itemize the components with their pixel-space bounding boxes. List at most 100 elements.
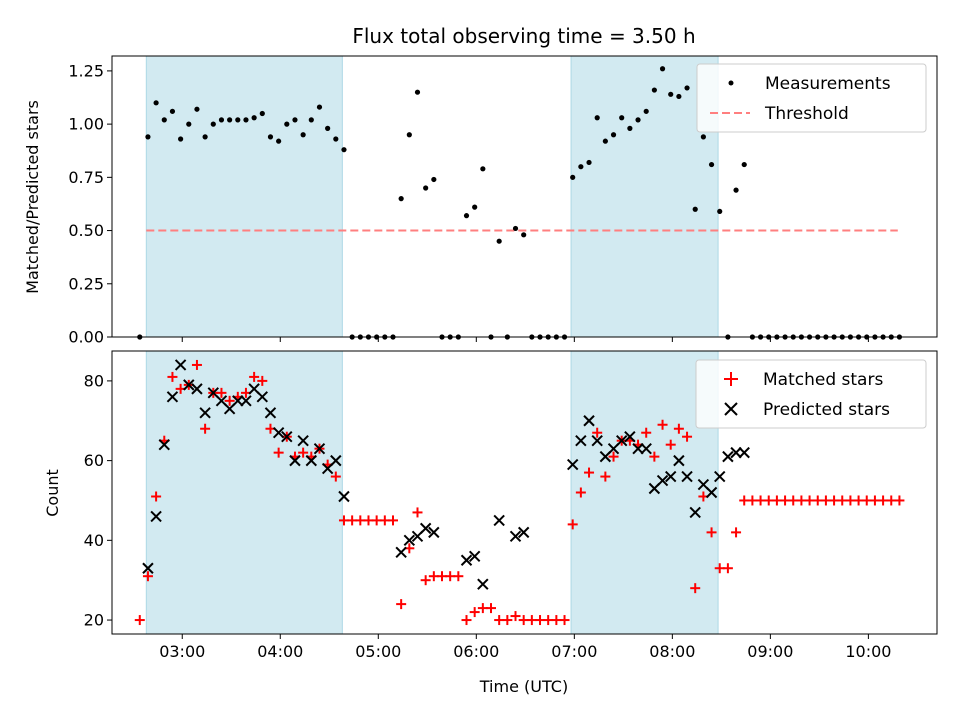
- predicted-star-point: [738, 446, 750, 459]
- predicted-star-point: [166, 391, 179, 403]
- count-legend-box: [695, 359, 927, 429]
- matched-star-point: [682, 431, 693, 442]
- matched-star-point: [673, 423, 684, 434]
- measurement-point: [210, 121, 216, 127]
- matched-star-point: [722, 563, 733, 574]
- x-tick-label: 08:00: [649, 642, 695, 661]
- measurement-point: [496, 238, 502, 244]
- measurement-point: [676, 93, 682, 100]
- predicted-star-point: [313, 442, 326, 455]
- measurement-point: [145, 134, 151, 140]
- ratio-panel-y-label: Matched/Predicted stars: [23, 100, 42, 294]
- predicted-star-point: [673, 454, 685, 467]
- measurement-point: [178, 136, 184, 142]
- matched-star-point: [510, 611, 521, 622]
- matched-star-point: [592, 427, 603, 438]
- predicted-star-point: [158, 438, 170, 451]
- measurement-point: [431, 176, 437, 183]
- predicted-star-point: [142, 562, 154, 574]
- ratio-panel-y-ticks: 0.00 0.25 0.50 0.75 1.00 1.25: [68, 61, 112, 347]
- matched-star-point: [502, 615, 513, 626]
- ratio-y-tick-label: 0.50: [68, 221, 104, 240]
- ratio-panel: 0.00 0.25 0.50 0.75 1.00 1.25 Matched/Predict…: [23, 55, 938, 347]
- matched-star-point: [167, 371, 178, 382]
- measurement-point: [692, 206, 698, 212]
- measurement-point: [512, 225, 519, 232]
- matched-star-point: [453, 571, 464, 582]
- measurement-point: [227, 117, 233, 123]
- x-axis-label: Time (UTC): [479, 677, 568, 696]
- predicted-star-point: [183, 379, 195, 391]
- measurement-point: [472, 204, 478, 210]
- measurement-point: [243, 117, 249, 123]
- matched-star-point: [731, 527, 742, 538]
- matched-star-point: [142, 571, 153, 582]
- count-panel-y-label: Count: [43, 469, 62, 517]
- matched-star-point: [649, 451, 660, 462]
- predicted-star-point: [305, 454, 318, 467]
- predicted-star-point: [403, 534, 416, 547]
- predicted-star-point: [297, 434, 309, 447]
- measurement-point: [635, 117, 641, 123]
- matched-star-point: [575, 487, 586, 498]
- predicted-star-point: [330, 454, 342, 467]
- predicted-star-point: [575, 434, 587, 447]
- matched-star-point: [412, 507, 423, 518]
- x-tick-label: 07:00: [551, 642, 597, 661]
- ratio-panel-legend: Measurements Threshold: [696, 63, 927, 133]
- measurement-point: [169, 108, 176, 114]
- measurement-point: [414, 89, 421, 95]
- measurement-point: [194, 106, 200, 112]
- measurement-point: [651, 87, 657, 93]
- matched-star-point: [191, 359, 202, 370]
- count-panel-frame: [111, 350, 938, 635]
- count-y-tick-label: 20: [84, 611, 104, 630]
- predicted-star-points: [142, 359, 750, 590]
- measurement-point: [153, 100, 159, 106]
- measurement-point: [570, 174, 576, 180]
- measurement-point: [284, 121, 290, 127]
- matched-star-point: [657, 419, 668, 430]
- legend-predicted-marker: [724, 402, 738, 416]
- predicted-star-point: [395, 546, 407, 558]
- matched-star-point: [584, 467, 595, 478]
- predicted-star-point: [714, 470, 726, 483]
- measurement-point: [259, 110, 265, 117]
- measurement-point: [659, 66, 666, 72]
- ratio-y-tick-label: 0.75: [68, 168, 104, 187]
- predicted-star-point: [199, 407, 211, 419]
- ratio-y-tick-label: 0.25: [68, 274, 104, 293]
- predicted-star-point: [428, 526, 440, 539]
- legend-measurements-label: Measurements: [765, 74, 891, 94]
- x-tick-label: 09:00: [747, 642, 793, 661]
- measurement-point: [406, 132, 412, 138]
- legend-matched-label: Matched stars: [763, 370, 883, 390]
- measurement-point: [300, 132, 306, 138]
- matched-star-point: [420, 575, 431, 586]
- x-tick-label: 06:00: [453, 642, 499, 661]
- measurement-point: [333, 136, 339, 142]
- count-panel-legend: Matched stars Predicted stars: [695, 359, 927, 429]
- legend-threshold-label: Threshold: [764, 104, 849, 124]
- chart-title: Flux total observing time = 3.50 h: [352, 24, 695, 48]
- measurement-point: [700, 134, 706, 140]
- measurement-point: [480, 166, 486, 172]
- predicted-star-point: [468, 550, 481, 562]
- count-panel-y-ticks: 20 40 60 80: [84, 371, 112, 630]
- measurement-point: [218, 117, 225, 123]
- matched-star-point: [894, 495, 905, 506]
- measurement-point: [235, 117, 241, 123]
- predicted-star-point: [730, 446, 742, 459]
- measurement-point: [308, 117, 314, 123]
- x-tick-label: 03:00: [159, 642, 205, 661]
- measurement-point: [594, 115, 600, 121]
- matched-star-point: [216, 387, 227, 398]
- predicted-star-point: [281, 430, 293, 443]
- predicted-star-point: [517, 526, 530, 539]
- predicted-star-point: [681, 470, 693, 483]
- matched-star-point: [461, 615, 472, 626]
- predicted-star-point: [256, 391, 269, 403]
- ratio-y-tick-label: 1.00: [68, 115, 104, 134]
- matched-star-point: [224, 395, 235, 406]
